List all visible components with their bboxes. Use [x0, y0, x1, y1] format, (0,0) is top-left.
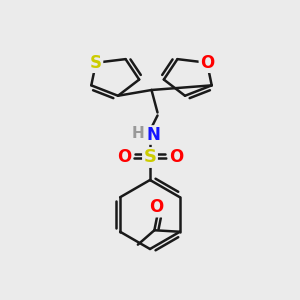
- Text: O: O: [149, 198, 163, 216]
- Text: S: S: [143, 148, 157, 166]
- Text: H: H: [132, 126, 144, 141]
- Text: N: N: [146, 126, 160, 144]
- Text: O: O: [169, 148, 183, 166]
- Text: S: S: [90, 54, 102, 72]
- Text: O: O: [117, 148, 131, 166]
- Text: O: O: [200, 54, 214, 72]
